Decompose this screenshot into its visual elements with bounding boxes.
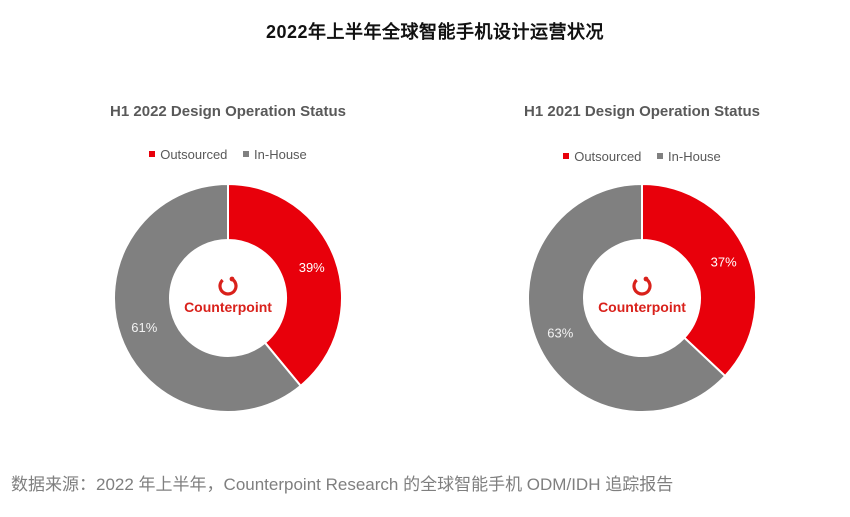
legend-swatch-in-house <box>243 151 250 157</box>
counterpoint-logo: Counterpoint <box>598 276 686 315</box>
legend-item-outsourced: Outsourced <box>563 149 641 164</box>
legend-2021: Outsourced In-House <box>462 149 822 164</box>
page-title: 2022年上半年全球智能手机设计运营状况 <box>265 22 605 42</box>
logo-dot-icon <box>643 276 649 282</box>
data-label-outsourced: 39% <box>299 260 325 275</box>
logo-ring-icon <box>218 276 238 296</box>
legend-label-outsourced: Outsourced <box>160 147 228 162</box>
legend-2022: Outsourced In-House <box>48 147 408 162</box>
legend-swatch-outsourced <box>149 151 156 157</box>
legend-item-outsourced: Outsourced <box>149 147 227 162</box>
legend-item-in-house: In-House <box>657 149 721 164</box>
chart-title-2022: H1 2022 Design Operation Status <box>110 103 346 120</box>
chart-title-2021: H1 2021 Design Operation Status <box>524 103 760 120</box>
logo-text: Counterpoint <box>598 299 686 315</box>
legend-label-in-house: In-House <box>668 149 721 164</box>
donut-slice-in-house <box>527 182 727 413</box>
logo-ring-icon <box>632 276 652 296</box>
data-label-in-house: 61% <box>131 320 157 335</box>
legend-label-outsourced: Outsourced <box>574 149 642 164</box>
logo-text: Counterpoint <box>184 299 272 315</box>
legend-swatch-in-house <box>657 153 664 159</box>
donut-slice-outsourced <box>641 182 757 378</box>
counterpoint-logo: Counterpoint <box>184 276 272 315</box>
donut-chart-2021: 37% 63% Counterpoint <box>527 182 757 413</box>
legend-swatch-outsourced <box>563 153 570 159</box>
donut-chart-2022: 39% 61% Counterpoint <box>113 182 343 413</box>
legend-label-in-house: In-House <box>254 147 307 162</box>
legend-item-in-house: In-House <box>243 147 307 162</box>
data-label-in-house: 63% <box>547 325 573 340</box>
data-label-outsourced: 37% <box>711 255 737 270</box>
donut-slice-outsourced <box>227 182 343 388</box>
logo-dot-icon <box>229 276 235 282</box>
donut-slice-in-house <box>113 182 303 413</box>
source-note: 数据来源：2022 年上半年，Counterpoint Research 的全球… <box>11 475 674 494</box>
